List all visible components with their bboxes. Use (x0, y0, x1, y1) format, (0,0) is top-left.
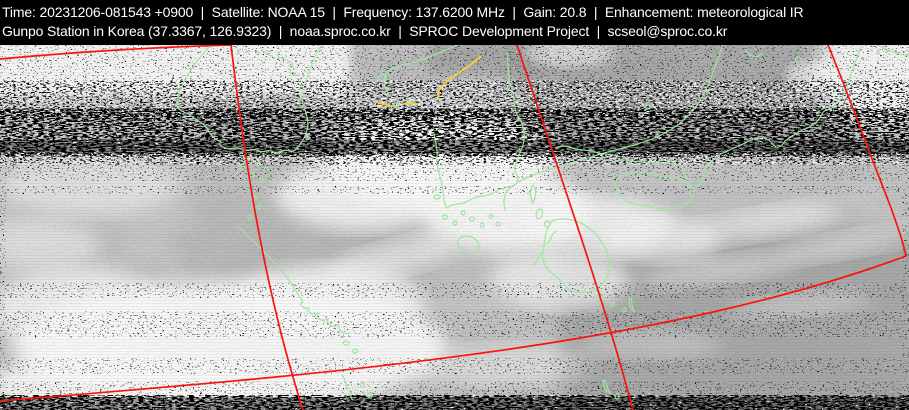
station-metadata-line: Gunpo Station in Korea (37.3367, 126.932… (2, 23, 728, 39)
swath-line-right (827, 45, 907, 257)
continental-west-coast (176, 45, 323, 154)
continental-bays (261, 49, 299, 76)
static-band (0, 49, 909, 83)
border-dash-1 (376, 101, 393, 107)
border-main (436, 55, 482, 100)
country-border-layer (376, 55, 482, 107)
primorye-coast (377, 45, 458, 109)
honshu-west-coast (503, 45, 763, 211)
honshu-pacific-coast (613, 45, 863, 189)
kyushu (532, 218, 610, 294)
swath-corner-top-left (0, 45, 232, 60)
border-dash-2 (403, 102, 418, 105)
seto-inland-shore (555, 145, 621, 158)
korea-coast (433, 52, 525, 209)
swath-line-center (516, 45, 634, 410)
capture-metadata-line: Time: 20231206-081543 +0900 | Satellite:… (2, 4, 804, 20)
edge-noise-column (903, 45, 909, 410)
satellite-image (0, 45, 909, 410)
coastline-layer (176, 45, 909, 401)
edge-noise-column (0, 45, 5, 410)
shikoku (614, 171, 695, 211)
static-band (0, 113, 909, 140)
static-band (0, 187, 909, 193)
static-band (0, 326, 909, 336)
static-band (0, 285, 909, 296)
static-band (0, 397, 909, 410)
static-noise-layer (0, 45, 909, 410)
static-band (0, 313, 909, 323)
northeast-corner-coast (877, 45, 909, 57)
jeju-island (457, 235, 480, 254)
china-coast (236, 224, 374, 401)
static-band (0, 85, 909, 113)
static-band (0, 154, 909, 163)
sado-oki-islands (644, 56, 804, 110)
korea-south-islands (433, 194, 501, 228)
static-band (0, 140, 909, 154)
metadata-header: Time: 20231206-081543 +0900 | Satellite:… (0, 0, 909, 45)
static-band (0, 383, 909, 393)
tsushima-iki-islands (529, 184, 551, 228)
static-band (0, 360, 909, 372)
swath-line-left (230, 45, 304, 410)
swath-edge-bottom (0, 255, 907, 402)
static-band (0, 167, 909, 179)
swath-grid-layer (0, 45, 907, 410)
